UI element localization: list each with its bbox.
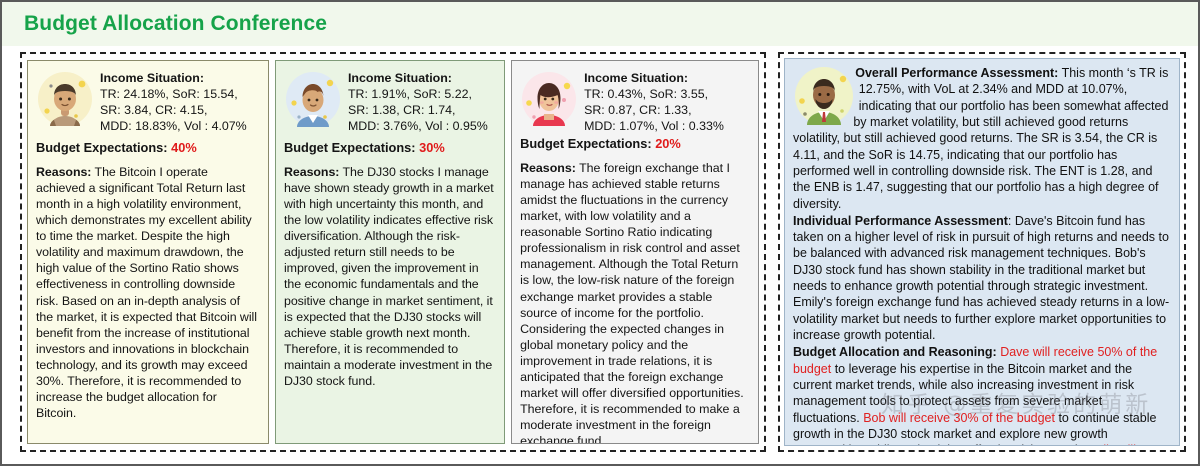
income-situation-forex: Income Situation: TR: 0.43%, SoR: 3.55, … (584, 68, 724, 134)
budget-label: Budget Expectations: (36, 140, 168, 155)
reasons-text: The foreign exchange that I manage has a… (520, 161, 744, 444)
income-line-2: SR: 3.84, CR: 4.15, (100, 103, 208, 117)
card-header: Income Situation: TR: 1.91%, SoR: 5.22, … (284, 68, 496, 134)
budget-value: 20% (655, 136, 681, 151)
agent-card-dj30[interactable]: Income Situation: TR: 1.91%, SoR: 5.22, … (274, 60, 506, 444)
budget-value: 30% (419, 140, 445, 155)
page-title: Budget Allocation Conference (24, 12, 328, 35)
avatar-bob-icon (284, 70, 342, 128)
reasons-forex: Reasons: The foreign exchange that I man… (520, 160, 750, 444)
allocation-part-dave: Dave will receive 50% of the budget (793, 345, 1158, 376)
income-line-1: TR: 0.43%, SoR: 3.55, (584, 87, 709, 101)
reasons-bitcoin: Reasons: The Bitcoin I operate achieved … (36, 164, 260, 421)
income-line-2: SR: 1.38, CR: 1.74, (347, 103, 456, 117)
card-header: Income Situation: TR: 0.43%, SoR: 3.55, … (520, 68, 750, 134)
budget-label: Budget Expectations: (520, 136, 652, 151)
allocation-part-emily: Emily will receive 20% of the budget (793, 443, 1136, 445)
budget-label: Budget Expectations: (283, 140, 416, 155)
reasons-label: Reasons: (520, 161, 576, 175)
allocation-part-1: to leverage his expertise in the Bitcoin… (793, 361, 1135, 425)
budget-expectation-dj30: Budget Expectations: 30% (284, 140, 496, 155)
agent-card-bitcoin[interactable]: Income Situation: TR: 24.18%, SoR: 15.54… (27, 60, 269, 444)
budget-value: 40% (171, 140, 197, 155)
overall-performance-text: This month ‘s TR is 12.75%, with VoL at … (793, 66, 1169, 211)
income-line-2: SR: 0.87, CR: 1.33, (584, 103, 692, 117)
agent-card-forex[interactable]: Income Situation: TR: 0.43%, SoR: 3.55, … (511, 60, 759, 444)
individual-performance-paragraph: Individual Performance Assessment: Dave'… (793, 213, 1171, 344)
budget-expectation-forex: Budget Expectations: 20% (520, 136, 750, 151)
reasons-label: Reasons: (36, 165, 92, 179)
agent-cards-row: Income Situation: TR: 24.18%, SoR: 15.54… (22, 54, 764, 450)
budget-expectation-bitcoin: Budget Expectations: 40% (36, 140, 260, 155)
card-header: Income Situation: TR: 24.18%, SoR: 15.54… (36, 68, 260, 134)
overall-performance-label: Overall Performance Assessment: (855, 66, 1059, 80)
individual-performance-label: Individual Performance Assessment (793, 213, 1008, 228)
individual-performance-text: : Dave's Bitcoin fund has taken on a hig… (793, 213, 1170, 342)
income-situation-dj30: Income Situation: TR: 1.91%, SoR: 5.22, … (348, 68, 488, 134)
manager-summary-text: Overall Performance Assessment: This mon… (793, 65, 1171, 445)
avatar-dave-icon (36, 70, 94, 128)
avatar-manager-icon (793, 65, 855, 127)
allocation-part-bob: Bob will receive 30% of the budget (863, 410, 1055, 425)
income-title: Income Situation: (347, 71, 452, 85)
income-situation-bitcoin: Income Situation: TR: 24.18%, SoR: 15.54… (100, 68, 247, 134)
income-title: Income Situation: (584, 71, 689, 85)
title-bar: Budget Allocation Conference (2, 2, 1198, 46)
agent-cards-group: Income Situation: TR: 24.18%, SoR: 15.54… (20, 52, 766, 452)
budget-allocation-paragraph: Budget Allocation and Reasoning: Dave wi… (793, 344, 1171, 445)
allocation-part-3: to continue stable growth in the DJ30 st… (793, 410, 1157, 445)
reasons-dj30: Reasons: The DJ30 stocks I manage have s… (284, 164, 496, 389)
reasons-text: The DJ30 stocks I manage have shown stea… (283, 165, 494, 388)
reasons-text: The Bitcoin I operate achieved a signifi… (36, 165, 257, 420)
income-line-3: MDD: 1.07%, Vol : 0.33% (584, 119, 724, 133)
income-line-3: MDD: 18.83%, Vol : 4.07% (100, 119, 247, 133)
budget-allocation-label: Budget Allocation and Reasoning: (793, 345, 997, 360)
income-line-1: TR: 1.91%, SoR: 5.22, (347, 87, 472, 101)
income-line-3: MDD: 3.76%, Vol : 0.95% (347, 119, 488, 133)
income-title: Income Situation: (100, 71, 204, 85)
manager-summary-panel[interactable]: Overall Performance Assessment: This mon… (784, 58, 1180, 446)
reasons-label: Reasons: (283, 165, 340, 179)
avatar-emily-icon (520, 70, 578, 128)
income-line-1: TR: 24.18%, SoR: 15.54, (100, 87, 238, 101)
overall-performance-paragraph: Overall Performance Assessment: This mon… (793, 65, 1171, 212)
manager-summary-group: Overall Performance Assessment: This mon… (778, 52, 1186, 452)
